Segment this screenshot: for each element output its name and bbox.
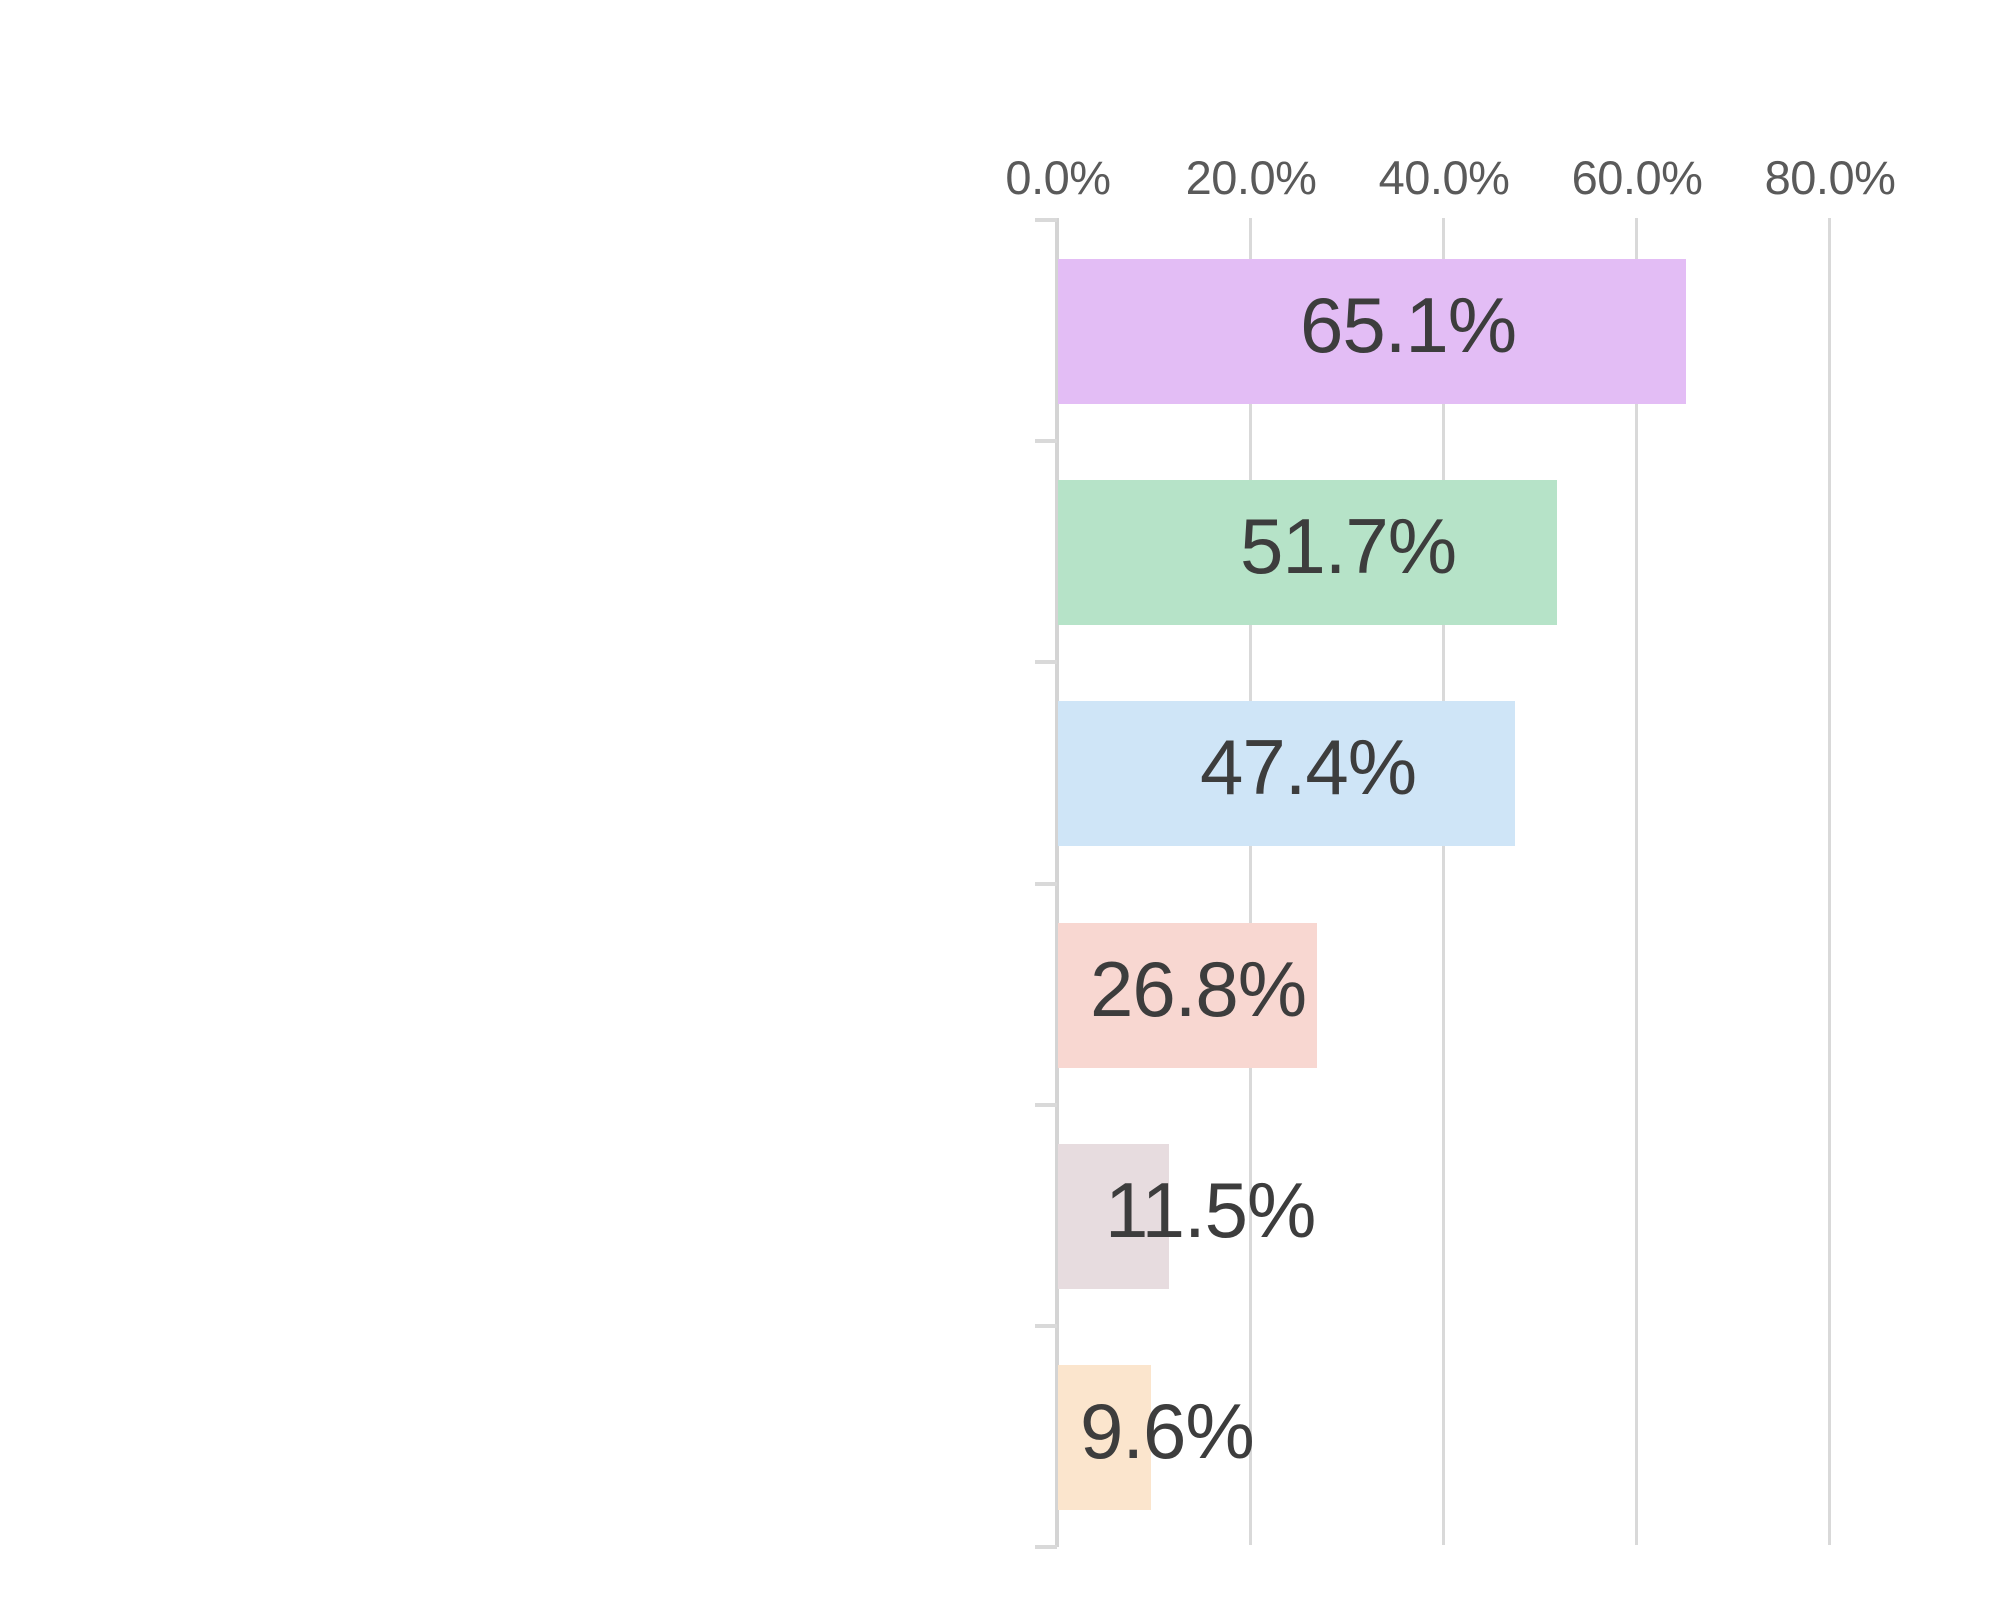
- bar-row: 食べ物がおいしいから 65.1%: [0, 218, 1989, 439]
- y-axis-tick: [1035, 882, 1057, 886]
- gridline-40: [1442, 218, 1445, 1545]
- category-label: 買い物などの日常生活が 便利だから: [0, 421, 46, 563]
- y-axis-tick: [1035, 1324, 1057, 1328]
- bar-row: 自然が豊かだから 47.4%: [0, 660, 1989, 882]
- category-label: 自然が豊かだから: [0, 718, 46, 791]
- bar-segment: [1058, 480, 1557, 625]
- bar-value-label: 11.5%: [1105, 1166, 1316, 1254]
- bar-row: その他 9.6%: [0, 1324, 1989, 1545]
- category-label: 人が温かいから: [0, 940, 46, 1013]
- y-axis-line: [1055, 218, 1059, 1547]
- bar-segment: [1058, 701, 1515, 846]
- bar-value-label: 51.7%: [1240, 502, 1457, 590]
- bar-value-label: 65.1%: [1300, 281, 1517, 369]
- category-label: 食べ物がおいしいから: [0, 276, 46, 349]
- bar-segment: [1058, 923, 1317, 1068]
- bar-value-label: 47.4%: [1200, 723, 1417, 811]
- bar-segment: [1058, 1144, 1169, 1289]
- y-axis-tick: [1035, 218, 1057, 222]
- gridline-20: [1249, 218, 1252, 1545]
- y-axis-tick: [1035, 660, 1057, 664]
- category-label: 歴史文化や伝統芸能が継 承されているから: [0, 1085, 46, 1227]
- y-axis-tick: [1035, 1103, 1057, 1107]
- bar-segment: [1058, 259, 1686, 404]
- plot-gridlines: [1058, 218, 1989, 1545]
- bar-row: 買い物などの日常生活が 便利だから 51.7%: [0, 439, 1989, 660]
- x-axis-tick-labels: 0.0% 20.0% 40.0% 60.0% 80.0%: [0, 150, 1989, 206]
- bar-row: 歴史文化や伝統芸能が継 承されているから 11.5%: [0, 1103, 1989, 1324]
- gridline-80: [1828, 218, 1831, 1545]
- category-label: その他: [0, 1382, 46, 1455]
- y-axis-tick: [1035, 439, 1057, 443]
- x-axis-tick-label: 60.0%: [1571, 151, 1703, 204]
- bar-segment: [1058, 1365, 1151, 1510]
- x-axis-tick-label: 20.0%: [1185, 151, 1317, 204]
- x-axis-tick-label: 80.0%: [1764, 151, 1896, 204]
- x-axis-tick-label: 40.0%: [1378, 151, 1510, 204]
- gridline-60: [1635, 218, 1638, 1545]
- bar-value-label: 9.6%: [1080, 1387, 1255, 1475]
- x-axis-tick-label: 0.0%: [1005, 151, 1111, 204]
- y-axis-tick: [1035, 1545, 1057, 1549]
- bar-row: 人が温かいから 26.8%: [0, 882, 1989, 1103]
- bar-value-label: 26.8%: [1090, 945, 1307, 1033]
